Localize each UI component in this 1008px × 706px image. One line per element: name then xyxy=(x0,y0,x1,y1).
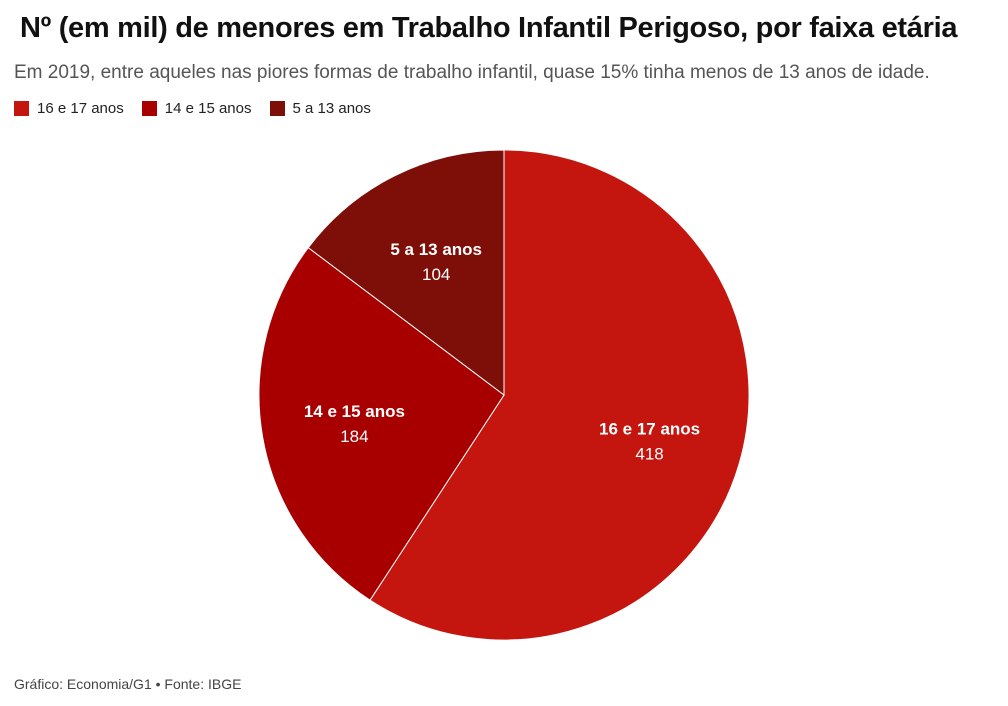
slice-14-15 xyxy=(258,246,505,601)
slice-16-17 xyxy=(369,149,750,641)
pie-chart: 16 e 17 anos 418 14 e 15 anos 184 5 a 13 ano… xyxy=(258,149,750,641)
slice-value-label: 104 xyxy=(422,265,450,284)
slice-5-13 xyxy=(307,149,505,397)
legend-swatch xyxy=(141,101,157,116)
source-credit: Gráfico: Economia/G1 • Fonte: IBGE xyxy=(14,676,242,692)
slice-category-label: 5 a 13 anos xyxy=(390,240,482,259)
legend-label: 5 a 13 anos xyxy=(292,100,371,117)
legend-label: 16 e 17 anos xyxy=(37,100,124,117)
slice-value-label: 184 xyxy=(340,427,368,446)
legend-swatch xyxy=(14,101,29,116)
legend-item-16-17: 16 e 17 anos xyxy=(14,100,124,117)
slice-category-label: 16 e 17 anos xyxy=(599,419,700,438)
slice-category-label: 14 e 15 anos xyxy=(304,402,405,421)
legend-item-14-15: 14 e 15 anos xyxy=(141,100,252,117)
legend-swatch xyxy=(269,101,285,116)
legend: 16 e 17 anos 14 e 15 anos 5 a 13 anos xyxy=(14,100,371,117)
slice-value-label: 418 xyxy=(635,444,663,463)
chart-title: Nº (em mil) de menores em Trabalho Infan… xyxy=(20,12,958,44)
legend-item-5-13: 5 a 13 anos xyxy=(269,100,371,117)
legend-label: 14 e 15 anos xyxy=(164,100,252,117)
chart-subtitle: Em 2019, entre aqueles nas piores formas… xyxy=(14,62,930,83)
